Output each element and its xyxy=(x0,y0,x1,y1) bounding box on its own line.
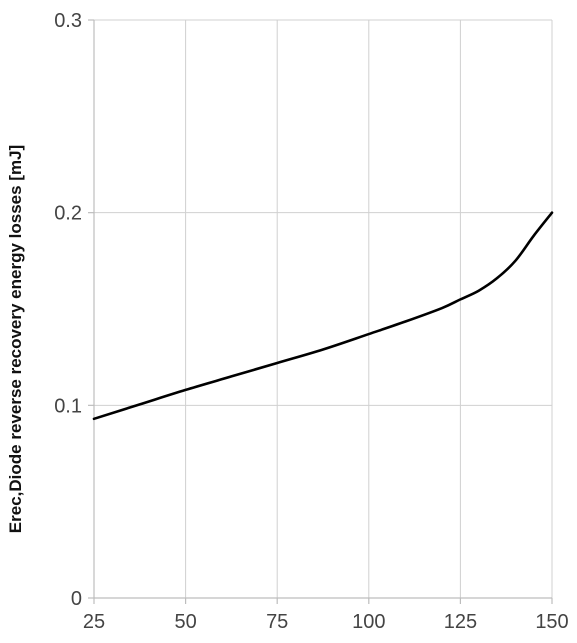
x-tick-label: 125 xyxy=(444,611,477,633)
y-tick-label: 0.2 xyxy=(54,203,82,225)
x-tick-label: 100 xyxy=(352,611,385,633)
x-tick-label: 150 xyxy=(535,611,568,633)
series-line xyxy=(92,211,554,421)
y-tick-label: 0.3 xyxy=(54,10,82,32)
x-tick-label: 75 xyxy=(266,611,288,633)
grid xyxy=(94,19,553,598)
y-tick-label: 0.1 xyxy=(54,395,82,417)
series-layer xyxy=(92,211,554,421)
x-tick-label: 25 xyxy=(83,611,105,633)
x-tick-label: 50 xyxy=(174,611,196,633)
axes xyxy=(88,19,553,604)
y-tick-label: 0 xyxy=(71,588,82,610)
y-tick-labels: 0 0.1 0.2 0.3 xyxy=(54,10,82,610)
x-tick-labels: 25 50 75 100 125 150 xyxy=(83,611,569,633)
y-axis-label: Erec,Diode reverse recovery energy losse… xyxy=(6,145,25,533)
